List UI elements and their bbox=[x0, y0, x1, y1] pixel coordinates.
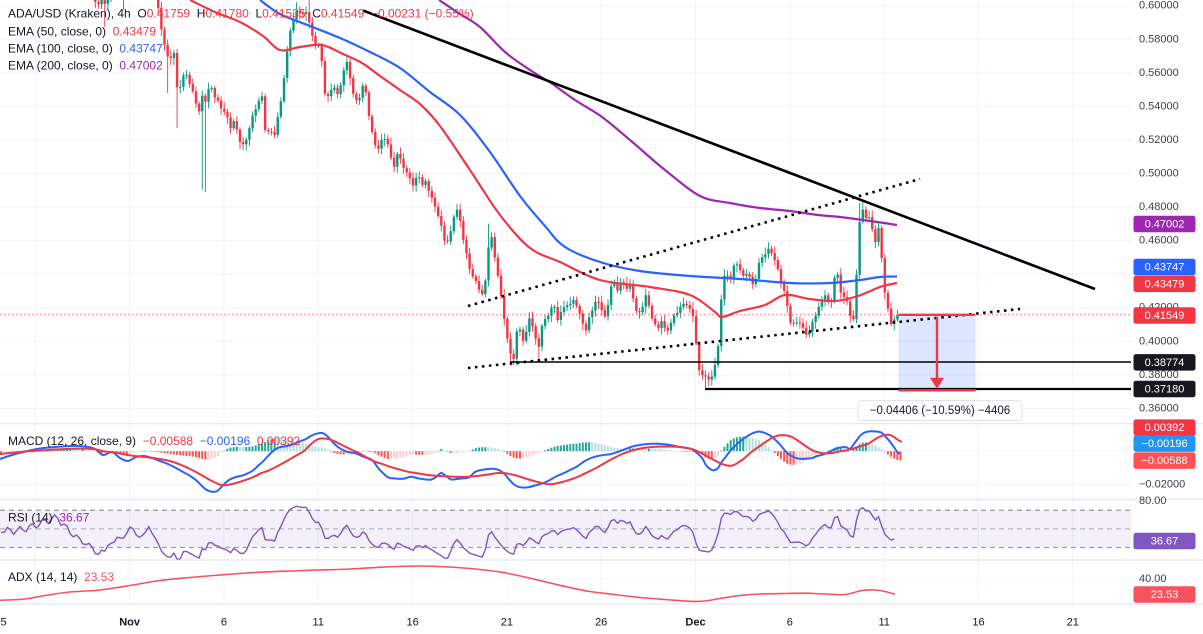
svg-text:−0.00588: −0.00588 bbox=[1141, 455, 1187, 467]
svg-text:0.58000: 0.58000 bbox=[1139, 33, 1179, 45]
svg-text:−0.04406 (−10.59%) −4406: −0.04406 (−10.59%) −4406 bbox=[870, 405, 1010, 417]
svg-text:EMA (50, close, 0) 0.43479: EMA (50, close, 0) 0.43479 bbox=[8, 25, 156, 39]
svg-text:0.54000: 0.54000 bbox=[1139, 100, 1179, 112]
svg-text:−0.00196: −0.00196 bbox=[1141, 438, 1187, 450]
svg-text:Nov: Nov bbox=[119, 617, 141, 629]
svg-text:0.43479: 0.43479 bbox=[1145, 278, 1185, 290]
svg-text:16: 16 bbox=[406, 617, 418, 629]
svg-text:0.47002: 0.47002 bbox=[1145, 219, 1185, 231]
svg-text:21: 21 bbox=[1067, 617, 1079, 629]
svg-text:5: 5 bbox=[0, 617, 6, 629]
svg-text:0.37180: 0.37180 bbox=[1145, 384, 1185, 396]
svg-text:26: 26 bbox=[595, 617, 607, 629]
svg-text:EMA (100, close, 0) 0.43747: EMA (100, close, 0) 0.43747 bbox=[8, 42, 163, 56]
svg-text:EMA (200, close, 0) 0.47002: EMA (200, close, 0) 0.47002 bbox=[8, 59, 163, 73]
svg-text:23.53: 23.53 bbox=[1151, 589, 1179, 601]
svg-text:0.46000: 0.46000 bbox=[1139, 235, 1179, 247]
svg-text:0.43747: 0.43747 bbox=[1145, 262, 1185, 274]
svg-text:0.52000: 0.52000 bbox=[1139, 134, 1179, 146]
svg-text:−0.02000: −0.02000 bbox=[1139, 478, 1185, 490]
svg-text:6: 6 bbox=[787, 617, 793, 629]
svg-text:36.67: 36.67 bbox=[1151, 536, 1179, 548]
svg-text:0.40000: 0.40000 bbox=[1139, 335, 1179, 347]
svg-text:MACD (12, 26, close, 9) −0.00: MACD (12, 26, close, 9) −0.00588 −0.0019… bbox=[8, 434, 301, 448]
svg-text:6: 6 bbox=[221, 617, 227, 629]
svg-text:0.41549: 0.41549 bbox=[1145, 310, 1185, 322]
svg-text:11: 11 bbox=[878, 617, 889, 629]
svg-text:Dec: Dec bbox=[685, 617, 705, 629]
svg-text:0.56000: 0.56000 bbox=[1139, 67, 1179, 79]
svg-text:16: 16 bbox=[972, 617, 984, 629]
svg-text:40.00: 40.00 bbox=[1139, 573, 1167, 585]
svg-text:0.50000: 0.50000 bbox=[1139, 168, 1179, 180]
svg-text:21: 21 bbox=[501, 617, 513, 629]
svg-text:ADX (14, 14) 23.53: ADX (14, 14) 23.53 bbox=[8, 570, 114, 584]
svg-text:80.00: 80.00 bbox=[1139, 495, 1167, 507]
svg-text:11: 11 bbox=[312, 617, 323, 629]
svg-text:0.48000: 0.48000 bbox=[1139, 201, 1179, 213]
svg-text:0.38774: 0.38774 bbox=[1145, 357, 1185, 369]
svg-text:RSI (14) 36.67: RSI (14) 36.67 bbox=[8, 511, 90, 525]
svg-text:ADA/USD (Kraken), 4h O0.41759: ADA/USD (Kraken), 4h O0.41759 H0.41780 L… bbox=[8, 7, 474, 21]
svg-text:0.60000: 0.60000 bbox=[1139, 0, 1179, 12]
svg-text:0.38000: 0.38000 bbox=[1139, 369, 1179, 381]
svg-text:0.00392: 0.00392 bbox=[1145, 422, 1185, 434]
svg-text:0.36000: 0.36000 bbox=[1139, 402, 1179, 414]
